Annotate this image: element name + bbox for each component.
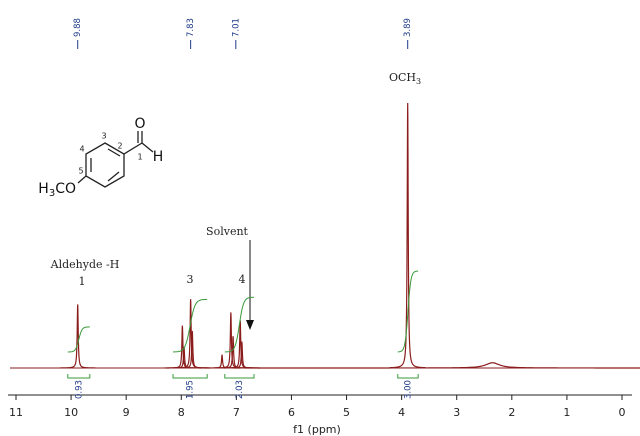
annotation: Solvent: [206, 225, 248, 238]
substituent-part: CO: [55, 181, 76, 197]
x-tick-label: 3: [453, 406, 460, 419]
peak: [212, 312, 250, 369]
annotation: 3: [187, 273, 194, 286]
x-tick-label: 2: [508, 406, 515, 419]
x-tick-label: 8: [178, 406, 185, 419]
position-label: 2: [117, 142, 122, 151]
annotation: Aldehyde -H: [50, 258, 120, 271]
integral-curve: [224, 296, 255, 353]
annotation: 1: [79, 275, 86, 288]
peak: [244, 362, 640, 369]
methoxy-part: OCH: [389, 71, 416, 84]
peak: [222, 320, 259, 369]
position-label: 3: [101, 132, 106, 141]
integral-label: 2.03: [235, 380, 245, 399]
peak-label: 9.88: [73, 18, 83, 37]
peak-label: 3.89: [403, 18, 413, 37]
x-tick-label: 0: [619, 406, 626, 419]
methoxy-label: OCH3: [389, 71, 421, 86]
integral-curve: [172, 298, 208, 353]
integral-curve: [397, 270, 419, 353]
x-tick-label: 7: [233, 406, 240, 419]
position-label: 5: [78, 167, 83, 176]
atom-label: H: [153, 149, 164, 165]
bond: [123, 142, 143, 155]
solvent-arrowhead: [246, 320, 254, 330]
integral-bracket: [172, 374, 208, 379]
peak: [172, 299, 209, 369]
integral-curve: [67, 326, 90, 353]
substituent-label: H3CO: [38, 181, 76, 199]
bond: [77, 175, 87, 184]
x-tick-label: 9: [123, 406, 130, 419]
ring-double-bond: [107, 148, 121, 157]
peak-label: 7.01: [231, 18, 241, 37]
substituent-subscript: 3: [49, 188, 55, 199]
bond: [141, 142, 154, 153]
integral-label: 0.93: [74, 380, 84, 399]
x-tick-label: 10: [64, 406, 78, 419]
x-axis-label: f1 (ppm): [293, 423, 341, 436]
integral-bracket: [224, 374, 255, 379]
molecule: [77, 131, 154, 188]
x-tick-label: 5: [343, 406, 350, 419]
peak: [389, 102, 426, 369]
ring-double-bond: [107, 171, 120, 182]
x-tick-label: 6: [288, 406, 295, 419]
x-tick-label: 4: [398, 406, 405, 419]
integral-label: 1.95: [186, 380, 196, 399]
atom-label: O: [134, 116, 145, 132]
integral-bracket: [67, 374, 91, 379]
position-label: 4: [79, 145, 84, 154]
x-tick-label: 11: [9, 406, 23, 419]
integral-bracket: [397, 374, 419, 379]
peak-label: 7.83: [186, 18, 196, 37]
integral-label: 3.00: [403, 380, 413, 399]
position-label: 1: [137, 153, 142, 162]
peak: [59, 304, 96, 369]
x-tick-label: 1: [563, 406, 570, 419]
annotation: 4: [239, 273, 246, 286]
substituent-part: H: [38, 181, 49, 197]
peak: [164, 325, 201, 369]
peak: [165, 346, 203, 369]
methoxy-subscript: 3: [416, 77, 421, 86]
